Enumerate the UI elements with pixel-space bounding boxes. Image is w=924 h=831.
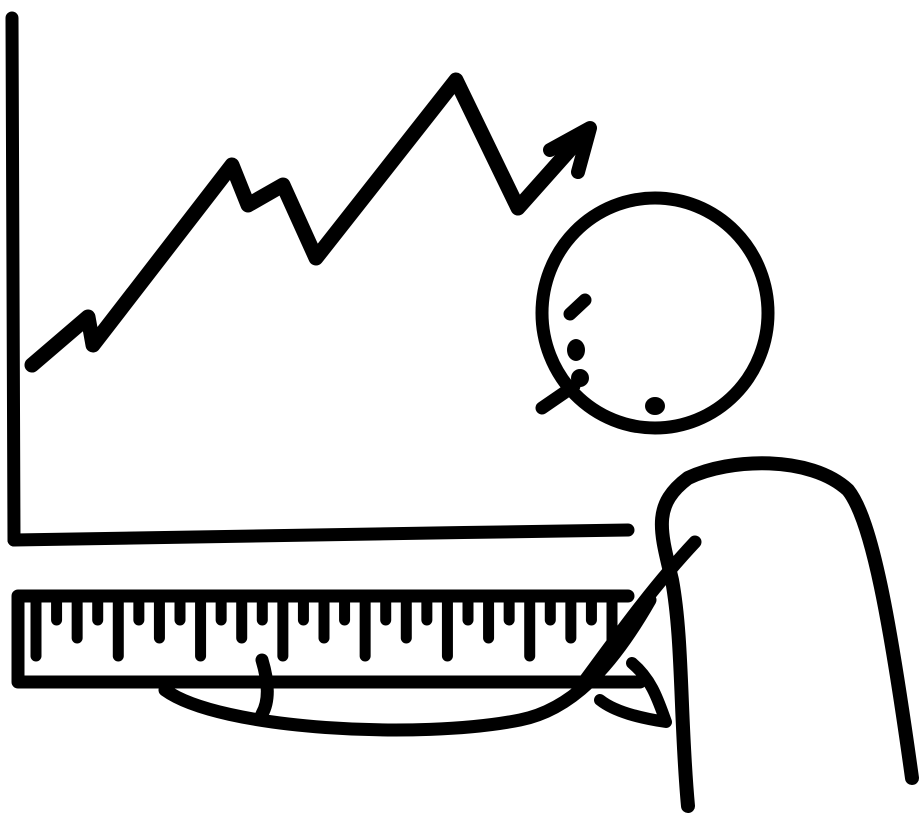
y-axis — [5, 11, 21, 547]
body-outline — [654, 456, 919, 813]
nose-dot — [567, 339, 585, 361]
head-outline — [535, 191, 775, 435]
chart-axes — [5, 11, 635, 547]
ruler — [11, 589, 647, 689]
hand-left — [255, 653, 274, 721]
eye-mark — [563, 293, 592, 321]
x-axis — [7, 523, 635, 547]
trend-arrowhead — [543, 121, 597, 179]
trend-line-path — [24, 72, 591, 373]
trend-line — [24, 72, 597, 373]
person-head — [535, 191, 775, 435]
arm-under-ruler — [158, 593, 657, 737]
ruler-ticks — [30, 592, 618, 662]
hand-right — [594, 657, 672, 728]
ear-dot — [645, 397, 665, 415]
person-arm — [158, 593, 657, 737]
chin-stroke — [535, 379, 581, 415]
